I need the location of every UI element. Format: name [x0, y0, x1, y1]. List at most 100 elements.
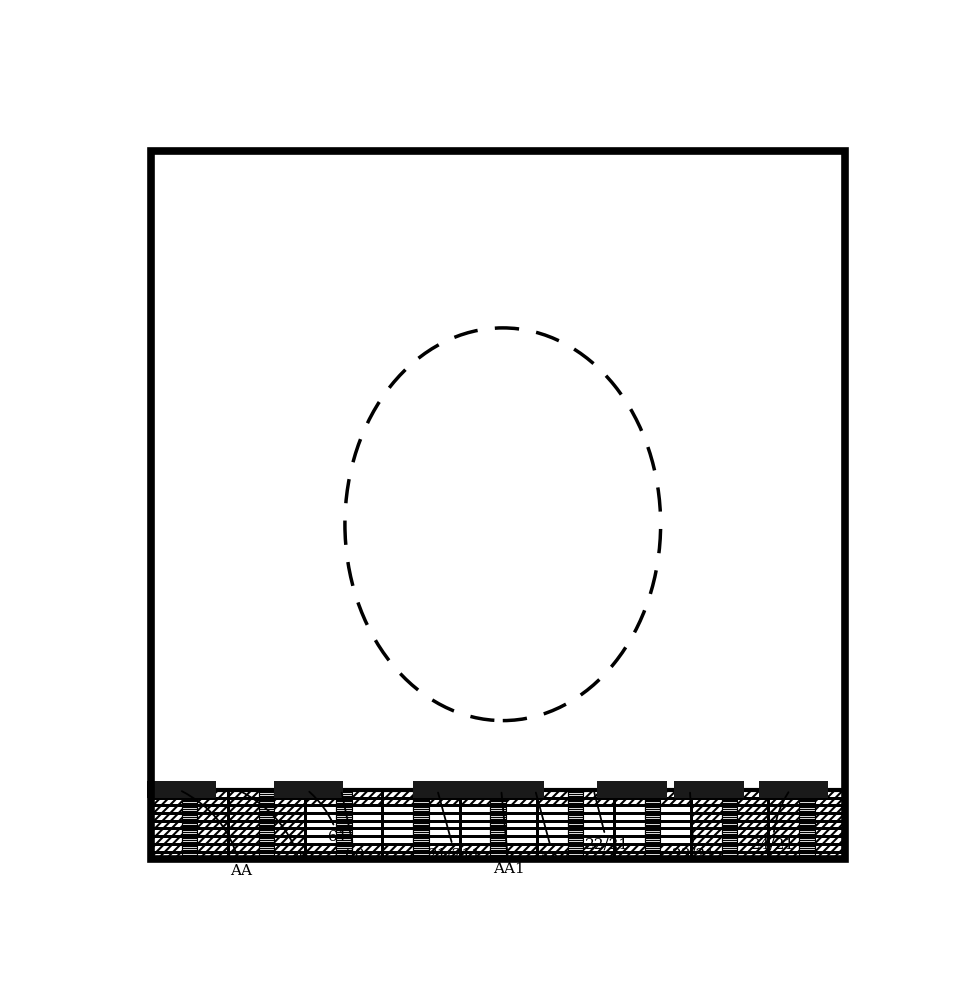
Point [499, 810, 514, 826]
Point [163, 799, 179, 815]
Point [254, 796, 269, 812]
Point [736, 808, 751, 824]
Point [466, 814, 481, 830]
Point [760, 808, 776, 824]
Point [793, 844, 809, 860]
Point [580, 832, 596, 848]
Bar [274, 836, 305, 844]
Point [335, 805, 351, 821]
Point [621, 821, 637, 837]
Point [434, 812, 449, 828]
Point [638, 820, 653, 836]
Point [360, 795, 375, 811]
Point [719, 847, 735, 863]
Point [393, 831, 408, 847]
Point [213, 810, 228, 826]
Point [254, 822, 269, 838]
Point [172, 808, 188, 824]
Point [482, 847, 498, 863]
Point [539, 826, 555, 842]
Point [784, 812, 800, 828]
Point [539, 799, 555, 815]
Point [434, 821, 449, 837]
Point [449, 849, 465, 865]
Point [523, 805, 538, 821]
Point [768, 830, 783, 846]
Point [458, 827, 473, 843]
Point [196, 842, 212, 858]
Point [393, 817, 408, 833]
Point [425, 834, 440, 850]
Point [695, 785, 711, 801]
Point [760, 798, 776, 814]
Point [515, 842, 531, 858]
Bar [722, 842, 738, 844]
Point [147, 799, 162, 815]
Point [408, 834, 424, 850]
Point [532, 817, 547, 833]
Point [400, 822, 416, 838]
Point [727, 824, 743, 840]
Point [817, 814, 833, 830]
Point [703, 849, 718, 865]
Point [172, 840, 188, 856]
Point [156, 800, 171, 816]
Bar [460, 805, 537, 813]
Point [311, 808, 327, 824]
Point [727, 825, 743, 841]
Point [556, 793, 572, 809]
Point [744, 784, 759, 800]
Point [768, 849, 783, 865]
Point [188, 803, 203, 819]
Point [760, 783, 776, 799]
Point [760, 826, 776, 842]
Point [556, 849, 572, 865]
Point [695, 793, 711, 809]
Point [188, 845, 203, 861]
Point [367, 804, 383, 820]
Point [295, 795, 310, 811]
Bar [537, 821, 568, 828]
Point [163, 817, 179, 833]
Point [327, 838, 342, 854]
Point [523, 837, 538, 853]
Point [686, 819, 702, 835]
Point [367, 799, 383, 815]
Bar [336, 809, 352, 811]
Point [196, 821, 212, 837]
Point [801, 825, 816, 841]
Point [335, 814, 351, 830]
Point [588, 838, 604, 854]
Point [163, 820, 179, 836]
Point [532, 798, 547, 814]
Point [311, 801, 327, 817]
Point [343, 808, 359, 824]
Point [156, 821, 171, 837]
Point [278, 839, 294, 855]
Point [654, 800, 670, 816]
Point [760, 788, 776, 804]
Point [458, 812, 473, 828]
Bar [460, 844, 491, 852]
Point [621, 831, 637, 847]
Point [613, 839, 629, 855]
Point [768, 826, 783, 842]
Point [580, 834, 596, 850]
Bar [413, 834, 429, 836]
Point [817, 810, 833, 826]
Point [744, 847, 759, 863]
Point [490, 799, 505, 815]
Point [286, 815, 301, 831]
Point [335, 829, 351, 845]
Point [695, 830, 711, 846]
Bar [305, 828, 336, 836]
Point [384, 824, 399, 840]
Point [270, 850, 286, 866]
Point [506, 819, 522, 835]
Point [417, 815, 433, 831]
Point [654, 811, 670, 827]
Point [367, 825, 383, 841]
Point [343, 830, 359, 846]
Bar [568, 828, 583, 830]
Point [670, 801, 685, 817]
